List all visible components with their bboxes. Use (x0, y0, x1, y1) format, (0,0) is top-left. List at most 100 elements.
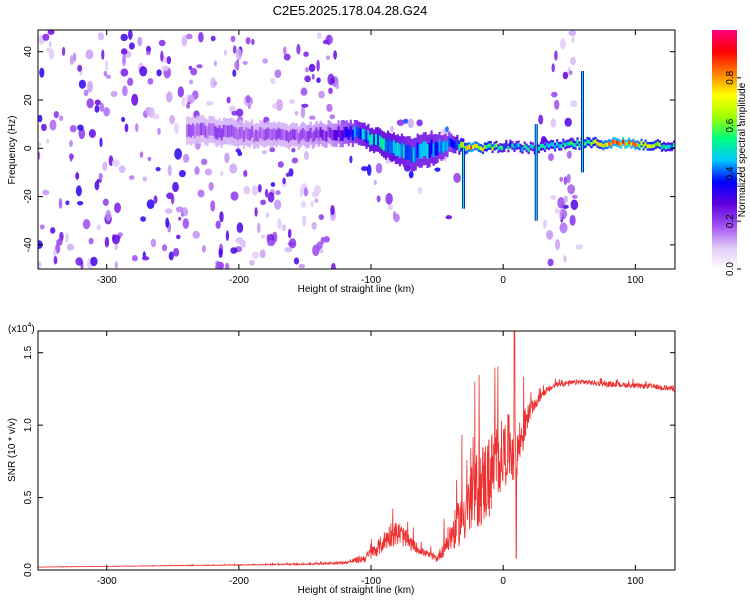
spectrogram-blob (169, 114, 176, 125)
spectrogram-blob (320, 236, 325, 245)
spectrogram-blob (229, 163, 238, 174)
spectrogram-ridge-core (458, 144, 461, 151)
spectrogram-spike-core (535, 124, 537, 221)
spectrogram-blob (445, 126, 449, 133)
spectrogram-blob (85, 49, 94, 60)
spectrogram-ridge-core (240, 126, 244, 139)
spectrogram-blob (554, 50, 558, 61)
spectrogram-blob (300, 186, 303, 198)
spectrogram-ridge-core (426, 144, 429, 159)
spectrogram-blob (277, 218, 282, 230)
snr-series-line (38, 331, 675, 568)
spectrogram-ridge-core (515, 143, 518, 148)
spectrogram-blob (570, 56, 576, 66)
spectrogram-blob (563, 255, 567, 263)
spectrogram-blob (257, 222, 261, 234)
spectrogram-x-ticks: -300 -200 -100 0 100 (97, 30, 644, 286)
spectrogram-blob (570, 199, 579, 211)
spectrogram-blob (47, 30, 55, 35)
spectrogram-blob (82, 219, 91, 230)
y-tick-label: 0.5 (23, 490, 34, 504)
snr-x-ticks: -300 -200 -100 0 100 (97, 331, 644, 587)
spectrogram-ridge-core (402, 144, 405, 159)
spectrogram-ridge-core (668, 144, 672, 149)
spectrogram-blob (541, 137, 548, 143)
spectrogram-blob (234, 60, 240, 70)
spectrogram-blob (38, 151, 41, 160)
spectrogram-blob (366, 164, 372, 177)
spectrogram-ridge-core (519, 146, 522, 151)
spectrogram-ridge-core (481, 147, 484, 152)
colorbar-tick-label: 0.2 (725, 214, 736, 228)
colorbar-tick-label: 0.6 (725, 118, 736, 132)
spectrogram-ridge-core (428, 143, 431, 158)
spectrogram-ridge-core (309, 127, 312, 139)
spectrogram-ridge-core (592, 140, 595, 144)
spectrogram-ridge-core (265, 128, 268, 140)
spectrogram-blob (262, 58, 268, 64)
spectrogram-blob (173, 122, 180, 134)
spectrogram-ridge-core (343, 127, 346, 138)
spectrogram-ridge-core (505, 142, 508, 147)
spectrogram-ridge-core (529, 144, 532, 148)
spectrogram-ridge-core (188, 124, 191, 137)
spectrogram-ridge-core (634, 143, 637, 148)
spectrogram-blob (322, 39, 329, 45)
spectrogram-blob (571, 194, 578, 199)
spectrogram-blob (102, 161, 108, 172)
spectrogram-blob (559, 38, 567, 50)
y-tick-label: 20 (23, 94, 34, 106)
spectrogram-blob (42, 33, 50, 41)
spectrogram-ridge-core (566, 142, 569, 146)
spectrogram-blob (185, 33, 193, 40)
spectrogram-ridge-core (468, 144, 471, 150)
spectrogram-ridge-core (315, 127, 318, 138)
spectrogram-blob (173, 247, 180, 257)
spectrogram-blob (265, 212, 270, 219)
spectrogram-blob (170, 194, 175, 205)
spectrogram-ridge-core (513, 145, 516, 150)
spectrogram-blob (559, 209, 563, 221)
spectrogram-blob (325, 55, 331, 60)
spectrogram-ridge-core (281, 129, 284, 140)
spectrogram-blob (120, 33, 128, 42)
colorbar-tick-label: 0.0 (725, 262, 736, 276)
spectrogram-blob (142, 176, 147, 182)
spectrogram-ridge-core (460, 141, 463, 148)
spectrogram-blob (38, 261, 42, 269)
spectrogram-blob (563, 195, 568, 203)
spectrogram-blob (153, 195, 158, 204)
spectrogram-ridge-core (253, 131, 256, 143)
snr-frame (37, 330, 676, 571)
spectrogram-blob (88, 129, 96, 138)
spectrogram-blob (554, 99, 560, 110)
spectrogram-blob (161, 244, 168, 252)
spectrogram-ridge-core (558, 144, 561, 149)
spectrogram-blob (330, 205, 335, 216)
spectrogram-blob (69, 153, 73, 162)
spectrogram-blob (164, 208, 173, 214)
spectrogram-blob (214, 60, 217, 67)
spectrogram-blob (110, 90, 118, 98)
spectrogram-ridge-core (604, 142, 607, 147)
spectrogram-ridge-core (606, 142, 609, 147)
spectrogram-blob (94, 180, 100, 191)
spectrogram-ridge-core (422, 141, 425, 157)
spectrogram-ridge-core (507, 146, 510, 150)
spectrogram-blob (417, 186, 423, 195)
spectrogram-ridge-core (493, 144, 496, 149)
spectrogram-blob (166, 56, 172, 65)
spectrogram-ridge-core (192, 123, 195, 136)
spectrogram-blob (224, 152, 230, 164)
spectrogram-blob (157, 127, 161, 135)
spectrogram-ridge-core (673, 143, 675, 147)
spectrogram-ridge-core (416, 142, 419, 158)
spectrogram-ridge-core (501, 146, 504, 151)
spectrogram-blob (264, 188, 269, 198)
snr-y-label: SNR (10 * v/v) (7, 418, 18, 482)
spectrogram-blob (161, 65, 169, 72)
spectrogram-ridge-core (210, 123, 213, 136)
spectrogram-ridge-core (398, 144, 401, 158)
spectrogram-ridge-core (509, 142, 512, 147)
